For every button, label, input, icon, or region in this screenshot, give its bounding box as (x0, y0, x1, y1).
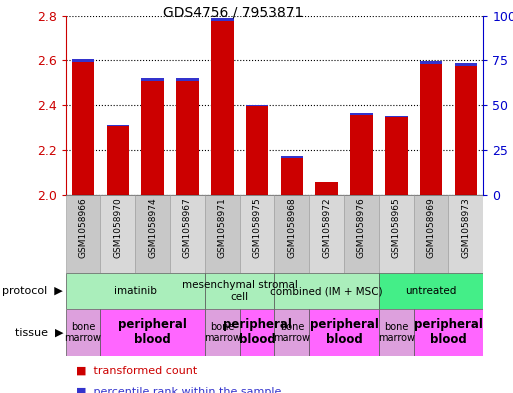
Bar (66, 309, 101, 356)
Bar (170, 195, 205, 273)
Bar (274, 195, 309, 273)
Bar (142, 78, 164, 81)
Bar (142, 81, 164, 195)
Bar (240, 195, 274, 273)
Bar (413, 309, 483, 356)
Text: GSM1058972: GSM1058972 (322, 198, 331, 258)
Text: peripheral
blood: peripheral blood (414, 318, 483, 347)
Text: ■  percentile rank within the sample: ■ percentile rank within the sample (76, 387, 281, 393)
Bar (413, 195, 448, 273)
Text: GDS4756 / 7953871: GDS4756 / 7953871 (163, 6, 303, 20)
Bar (281, 158, 303, 195)
Text: GSM1058974: GSM1058974 (148, 198, 157, 258)
Bar (211, 18, 233, 21)
Bar (455, 66, 477, 195)
Bar (385, 116, 407, 118)
Bar (205, 309, 240, 356)
Text: protocol  ▶: protocol ▶ (3, 286, 63, 296)
Bar (344, 195, 379, 273)
Bar (420, 64, 442, 195)
Bar (385, 118, 407, 195)
Text: GSM1058967: GSM1058967 (183, 198, 192, 259)
Bar (379, 273, 483, 309)
Bar (135, 195, 170, 273)
Text: GSM1058969: GSM1058969 (426, 198, 436, 259)
Text: ■  transformed count: ■ transformed count (76, 365, 197, 375)
Text: GSM1058973: GSM1058973 (461, 198, 470, 259)
Bar (211, 21, 233, 195)
Bar (309, 309, 379, 356)
Bar (72, 59, 94, 62)
Bar (315, 182, 338, 195)
Bar (281, 156, 303, 158)
Bar (350, 115, 373, 195)
Bar (246, 106, 268, 195)
Bar (66, 195, 101, 273)
Bar (240, 309, 274, 356)
Bar (101, 195, 135, 273)
Bar (448, 195, 483, 273)
Text: untreated: untreated (405, 286, 457, 296)
Text: bone
marrow: bone marrow (65, 322, 102, 343)
Text: GSM1058971: GSM1058971 (218, 198, 227, 259)
Bar (107, 127, 129, 195)
Text: combined (IM + MSC): combined (IM + MSC) (270, 286, 383, 296)
Bar (379, 195, 413, 273)
Bar (205, 273, 274, 309)
Bar (309, 195, 344, 273)
Text: bone
marrow: bone marrow (273, 322, 310, 343)
Text: peripheral
blood: peripheral blood (223, 318, 291, 347)
Text: peripheral
blood: peripheral blood (310, 318, 379, 347)
Bar (379, 309, 413, 356)
Text: GSM1058975: GSM1058975 (252, 198, 262, 259)
Bar (246, 105, 268, 106)
Text: tissue  ▶: tissue ▶ (14, 327, 63, 338)
Bar (205, 195, 240, 273)
Bar (455, 63, 477, 66)
Bar (66, 273, 205, 309)
Text: GSM1058966: GSM1058966 (78, 198, 88, 259)
Bar (350, 114, 373, 115)
Text: bone
marrow: bone marrow (378, 322, 415, 343)
Text: mesenchymal stromal
cell: mesenchymal stromal cell (182, 281, 298, 302)
Bar (274, 309, 309, 356)
Text: GSM1058976: GSM1058976 (357, 198, 366, 259)
Bar (420, 61, 442, 64)
Text: GSM1058970: GSM1058970 (113, 198, 123, 259)
Bar (101, 309, 205, 356)
Bar (176, 81, 199, 195)
Text: peripheral
blood: peripheral blood (118, 318, 187, 347)
Bar (274, 273, 379, 309)
Text: GSM1058968: GSM1058968 (287, 198, 297, 259)
Text: bone
marrow: bone marrow (204, 322, 241, 343)
Bar (176, 78, 199, 81)
Text: GSM1058965: GSM1058965 (392, 198, 401, 259)
Bar (107, 125, 129, 127)
Bar (72, 62, 94, 195)
Text: imatinib: imatinib (114, 286, 156, 296)
